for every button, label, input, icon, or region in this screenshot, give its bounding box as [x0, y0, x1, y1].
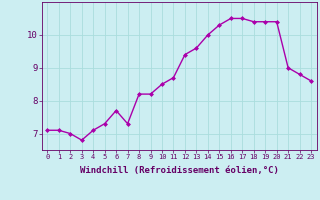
X-axis label: Windchill (Refroidissement éolien,°C): Windchill (Refroidissement éolien,°C): [80, 166, 279, 175]
